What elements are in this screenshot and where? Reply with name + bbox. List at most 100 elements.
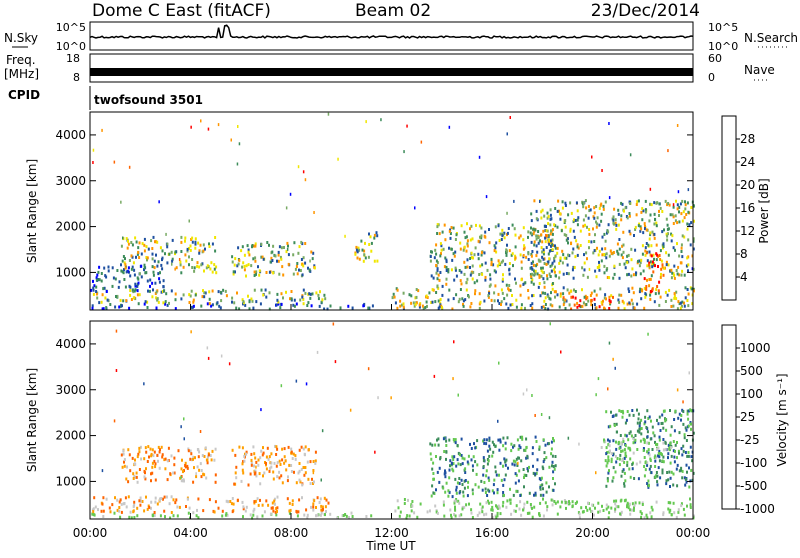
heatmap-cell: [621, 299, 624, 303]
heatmap-cell: [483, 251, 486, 255]
heatmap-cell: [626, 302, 629, 306]
heatmap-cell: [462, 304, 465, 308]
heatmap-cell: [607, 459, 610, 463]
heatmap-cell: [549, 275, 552, 278]
heatmap-cell: [648, 278, 651, 281]
heatmap-cell: [686, 201, 689, 205]
heatmap-cell: [455, 498, 458, 501]
heatmap-cell: [477, 485, 480, 489]
heatmap-cell: [578, 516, 581, 520]
heatmap-cell: [91, 306, 94, 310]
heatmap-cell: [459, 288, 462, 291]
heatmap-cell: [686, 504, 688, 508]
heatmap-cell: [653, 434, 656, 438]
heatmap-cell: [522, 508, 525, 512]
heatmap-cell: [676, 203, 679, 207]
heatmap-cell: [444, 490, 447, 494]
heatmap-cell: [183, 479, 185, 483]
heatmap-cell: [637, 477, 640, 481]
heatmap-cell: [604, 293, 607, 297]
heatmap-cell: [268, 270, 271, 274]
heatmap-cell: [523, 506, 525, 510]
heatmap-cell: [565, 299, 568, 303]
heatmap-cell: [150, 452, 153, 456]
heatmap-cell: [500, 260, 503, 264]
heatmap-cell: [514, 460, 517, 464]
heatmap-cell: [462, 248, 465, 252]
heatmap-cell: [161, 453, 164, 457]
heatmap-cell: [269, 466, 272, 470]
heatmap-cell: [550, 229, 552, 233]
heatmap-cell: [494, 284, 497, 288]
heatmap-cell: [276, 495, 279, 499]
heatmap-cell: [578, 442, 580, 446]
heatmap-cell: [567, 213, 570, 217]
heatmap-cell: [608, 298, 611, 302]
heatmap-cell: [125, 505, 128, 509]
colorbar-tick-label: -1000: [740, 502, 775, 516]
heatmap-cell: [134, 284, 137, 288]
heatmap-cell: [639, 439, 642, 443]
heatmap-cell: [673, 460, 676, 464]
heatmap-cell: [144, 477, 147, 481]
heatmap-cell: [123, 278, 126, 281]
heatmap-cell: [662, 511, 665, 515]
heatmap-cell: [429, 259, 432, 263]
heatmap-cell: [309, 259, 311, 263]
heatmap-cell: [454, 266, 457, 270]
heatmap-cell: [592, 227, 594, 231]
heatmap-cell: [690, 206, 693, 209]
heatmap-cell: [276, 298, 279, 302]
heatmap-cell: [636, 448, 639, 451]
heatmap-cell: [587, 204, 590, 208]
heatmap-cell: [134, 288, 137, 292]
heatmap-cell: [539, 487, 542, 491]
heatmap-cell: [689, 445, 692, 449]
heatmap-cell: [276, 475, 279, 479]
heatmap-cell: [644, 208, 647, 212]
heatmap-cell: [664, 447, 667, 451]
heatmap-cell: [640, 432, 643, 436]
heatmap-cell: [582, 205, 585, 209]
heatmap-cell: [646, 450, 649, 454]
heatmap-cell: [661, 421, 664, 425]
heatmap-cell: [137, 302, 140, 306]
heatmap-cell: [501, 291, 504, 295]
heatmap-cell: [631, 462, 634, 466]
heatmap-cell: [617, 306, 620, 310]
heatmap-cell: [214, 447, 217, 451]
heatmap-cell: [515, 457, 518, 461]
heatmap-cell: [428, 291, 431, 295]
heatmap-cell: [604, 200, 607, 204]
heatmap-cell: [601, 504, 603, 508]
heatmap-cell: [431, 250, 433, 254]
heatmap-cell: [259, 456, 262, 460]
heatmap-cell: [153, 459, 156, 463]
heatmap-cell: [454, 441, 457, 445]
heatmap-cell: [143, 509, 146, 513]
heatmap-cell: [562, 272, 565, 276]
heatmap-cell: [451, 495, 454, 499]
heatmap-cell: [679, 202, 682, 206]
heatmap-cell: [308, 292, 311, 296]
heatmap-cell: [542, 257, 545, 261]
heatmap-cell: [654, 292, 657, 296]
heatmap-cell: [574, 255, 577, 259]
heatmap-cell: [584, 199, 587, 203]
heatmap-cell: [431, 288, 434, 292]
heatmap-cell: [532, 260, 534, 264]
colorbar-tick-label: 24: [740, 155, 755, 169]
heatmap-cell: [459, 247, 462, 251]
heatmap-cell: [538, 514, 541, 518]
heatmap-cell: [629, 508, 632, 512]
heatmap-cell: [137, 281, 140, 285]
heatmap-cell: [674, 449, 676, 453]
heatmap-cell: [647, 441, 650, 445]
heatmap-cell: [276, 506, 279, 510]
heatmap-cell: [120, 263, 122, 267]
heatmap-cell: [123, 261, 126, 265]
heatmap-cell: [474, 289, 477, 293]
heatmap-cell: [681, 408, 684, 412]
heatmap-cell: [516, 489, 519, 493]
y-tick-label: 4000: [55, 337, 86, 351]
